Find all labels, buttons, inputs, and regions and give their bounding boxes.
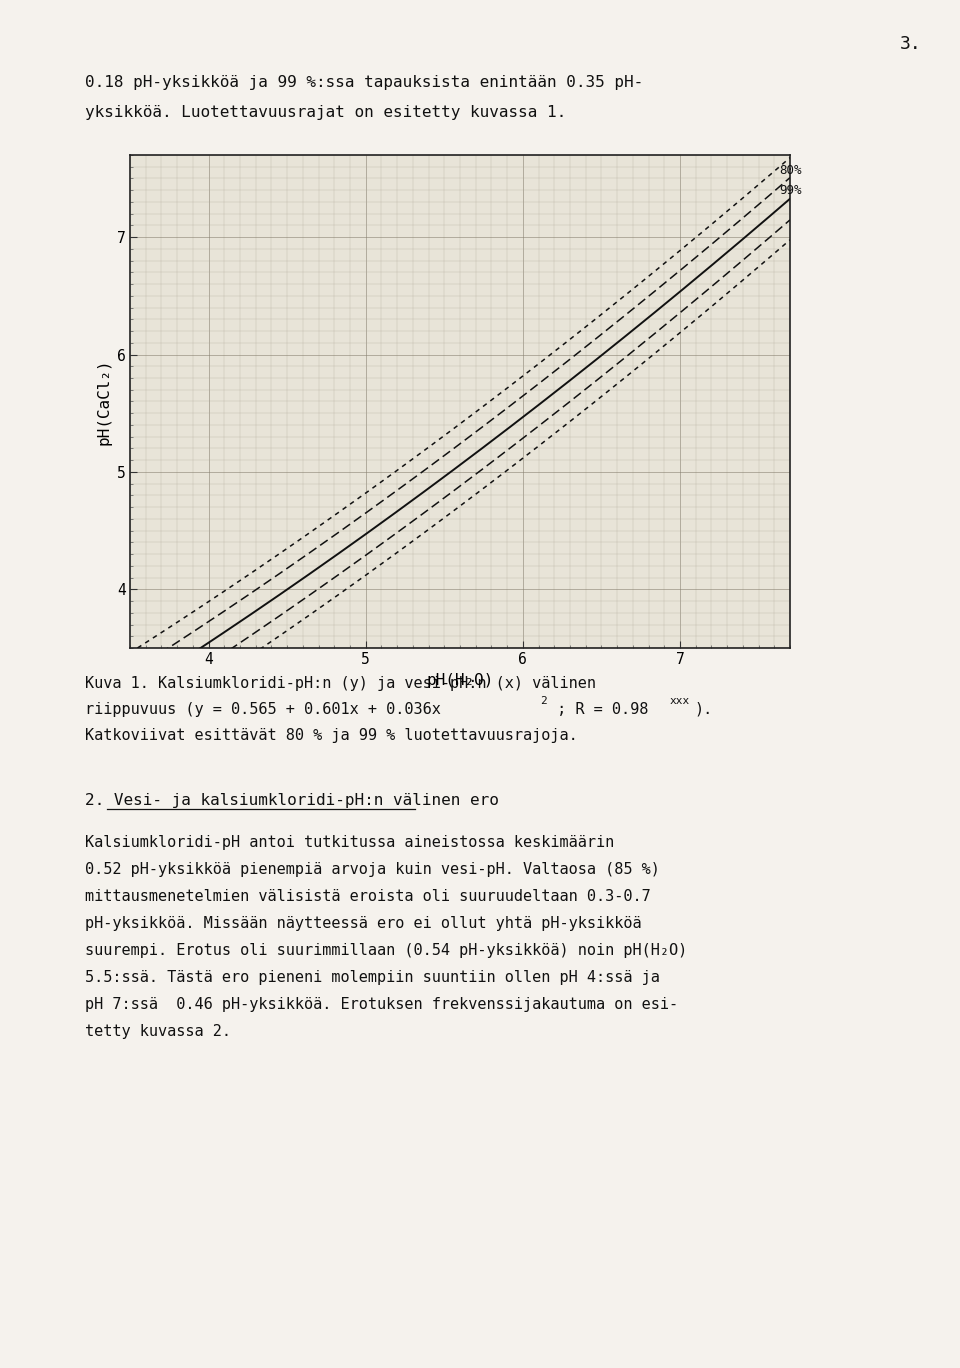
Text: suurempi. Erotus oli suurimmillaan (0.54 pH-yksikköä) noin pH(H₂O): suurempi. Erotus oli suurimmillaan (0.54…	[85, 943, 687, 958]
Y-axis label: pH(CaCl₂): pH(CaCl₂)	[97, 358, 111, 445]
Text: 2: 2	[540, 696, 547, 706]
Text: yksikköä. Luotettavuusrajat on esitetty kuvassa 1.: yksikköä. Luotettavuusrajat on esitetty …	[85, 105, 566, 120]
Text: Katkoviivat esittävät 80 % ja 99 % luotettavuusrajoja.: Katkoviivat esittävät 80 % ja 99 % luote…	[85, 728, 578, 743]
Text: 2. Vesi- ja kalsiumkloridi-pH:n välinen ero: 2. Vesi- ja kalsiumkloridi-pH:n välinen …	[85, 793, 499, 808]
Text: ).: ).	[694, 702, 712, 717]
X-axis label: pH(H₂O): pH(H₂O)	[426, 673, 493, 688]
Text: 0.18 pH-yksikköä ja 99 %:ssa tapauksista enintään 0.35 pH-: 0.18 pH-yksikköä ja 99 %:ssa tapauksista…	[85, 75, 643, 90]
Text: 5.5:ssä. Tästä ero pieneni molempiin suuntiin ollen pH 4:ssä ja: 5.5:ssä. Tästä ero pieneni molempiin suu…	[85, 970, 660, 985]
Text: mittausmenetelmien välisistä eroista oli suuruudeltaan 0.3-0.7: mittausmenetelmien välisistä eroista oli…	[85, 889, 651, 904]
Text: tetty kuvassa 2.: tetty kuvassa 2.	[85, 1025, 231, 1040]
Text: ; R = 0.98: ; R = 0.98	[548, 702, 648, 717]
Text: pH-yksikköä. Missään näytteessä ero ei ollut yhtä pH-yksikköä: pH-yksikköä. Missään näytteessä ero ei o…	[85, 917, 641, 932]
Text: Kalsiumkloridi-pH antoi tutkitussa aineistossa keskimäärin: Kalsiumkloridi-pH antoi tutkitussa ainei…	[85, 834, 614, 850]
Text: riippuvuus (y = 0.565 + 0.601x + 0.036x: riippuvuus (y = 0.565 + 0.601x + 0.036x	[85, 702, 441, 717]
Text: 80%: 80%	[779, 164, 802, 178]
Text: xxx: xxx	[670, 696, 690, 706]
Text: 0.52 pH-yksikköä pienempiä arvoja kuin vesi-pH. Valtaosa (85 %): 0.52 pH-yksikköä pienempiä arvoja kuin v…	[85, 862, 660, 877]
Text: 99%: 99%	[779, 185, 802, 197]
Text: Kuva 1. Kalsiumkloridi-pH:n (y) ja vesi-pH:n (x) välinen: Kuva 1. Kalsiumkloridi-pH:n (y) ja vesi-…	[85, 676, 596, 691]
Text: pH 7:ssä  0.46 pH-yksikköä. Erotuksen frekvenssijakautuma on esi-: pH 7:ssä 0.46 pH-yksikköä. Erotuksen fre…	[85, 997, 678, 1012]
Text: 3.: 3.	[900, 36, 922, 53]
